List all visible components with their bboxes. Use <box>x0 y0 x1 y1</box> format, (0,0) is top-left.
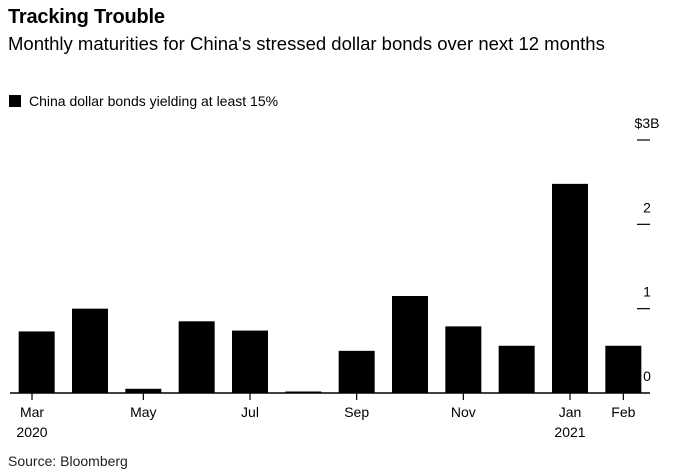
bar-7 <box>338 350 375 393</box>
y-tick-label-2: 2 <box>643 199 651 215</box>
bar-8 <box>392 296 428 393</box>
y-tick-label-0: 0 <box>643 368 651 384</box>
bar-4 <box>178 321 215 393</box>
x-tick-label-5: Jan <box>559 404 582 420</box>
chart-subtitle: Monthly maturities for China's stressed … <box>8 33 605 54</box>
bar-10 <box>498 345 535 393</box>
x-tick-label-4: Nov <box>451 404 476 420</box>
legend-label: China dollar bonds yielding at least 15% <box>29 93 279 109</box>
bar-9 <box>445 326 482 393</box>
bar-11 <box>552 183 588 393</box>
legend-swatch <box>9 95 21 107</box>
x-tick-label-0: Mar <box>20 404 44 420</box>
x-tick-label-1: May <box>130 404 156 420</box>
bar-chart: 0 1 2 $3B Mar 2020 May Jul Sep Nov Jan 2021 Feb <box>10 115 660 440</box>
x-tick-sublabel-0: 2020 <box>16 424 47 440</box>
bar-1 <box>18 331 55 393</box>
x-tick-label-3: Sep <box>344 404 369 420</box>
x-tick-label-6: Feb <box>611 404 635 420</box>
source-note: Source: Bloomberg <box>8 453 128 469</box>
legend: China dollar bonds yielding at least 15% <box>9 93 278 109</box>
x-tick-label-2: Jul <box>241 404 259 420</box>
bar-5 <box>232 330 268 393</box>
x-tick-sublabel-5: 2021 <box>554 424 585 440</box>
bar-12 <box>605 345 642 393</box>
chart-title: Tracking Trouble <box>8 6 165 28</box>
bar-2 <box>72 308 108 393</box>
bar-3 <box>125 388 162 393</box>
y-tick-label-1: 1 <box>643 284 651 300</box>
y-tick-label-3: $3B <box>635 115 660 131</box>
